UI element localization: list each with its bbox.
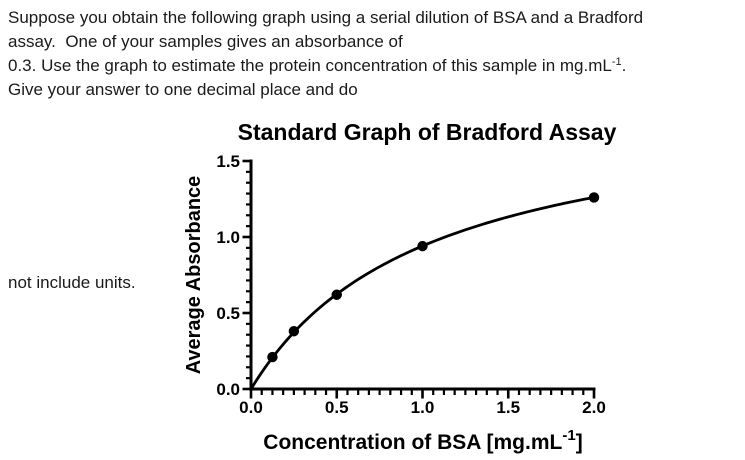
x-axis-label: Concentration of BSA [mg.mL-1] (263, 427, 582, 454)
x-tick-label: 0.0 (239, 398, 263, 417)
question-line-4: Give your answer to one decimal place an… (8, 80, 358, 99)
bradford-chart-svg: Standard Graph of Bradford Assay 0.0 0.5 1.… (183, 119, 617, 454)
question-line-5: not include units. (8, 273, 136, 292)
data-point (588, 192, 600, 203)
question-line-2: assay. One of your samples gives an abso… (8, 32, 403, 51)
y-tick-label: 0.0 (216, 380, 240, 399)
data-point (267, 351, 278, 363)
y-tick-label: 0.5 (216, 304, 240, 323)
question-line-1: Suppose you obtain the following graph u… (8, 8, 644, 27)
data-curve (249, 195, 596, 391)
superscript-exponent: -1 (611, 56, 622, 68)
y-tick-label: 1.0 (216, 228, 240, 247)
question-line-3: 0.3. Use the graph to estimate the prote… (8, 54, 745, 78)
question-text: Suppose you obtain the following graph u… (8, 6, 745, 102)
question-line-3-text: 0.3. Use the graph to estimate the prote… (8, 56, 612, 75)
y-axis: 0.0 0.5 1.0 1.5 (216, 152, 253, 399)
x-axis: 0.0 0.5 1.0 1.5 2.0 (239, 387, 606, 417)
x-tick-label: 0.5 (325, 398, 349, 417)
x-tick-label: 1.0 (411, 398, 435, 417)
data-point (288, 326, 300, 337)
data-point (331, 289, 342, 300)
question-line-3-period: . (621, 56, 627, 75)
x-tick-label: 2.0 (582, 398, 606, 417)
bradford-assay-chart: Standard Graph of Bradford Assay 0.0 0.5 1.… (180, 108, 745, 460)
data-points (267, 192, 600, 363)
y-tick-label: 1.5 (216, 152, 240, 171)
x-tick-label: 1.5 (496, 398, 520, 417)
data-point (417, 240, 428, 252)
y-axis-label: Average Absorbance (183, 176, 205, 375)
chart-title: Standard Graph of Bradford Assay (238, 119, 617, 145)
